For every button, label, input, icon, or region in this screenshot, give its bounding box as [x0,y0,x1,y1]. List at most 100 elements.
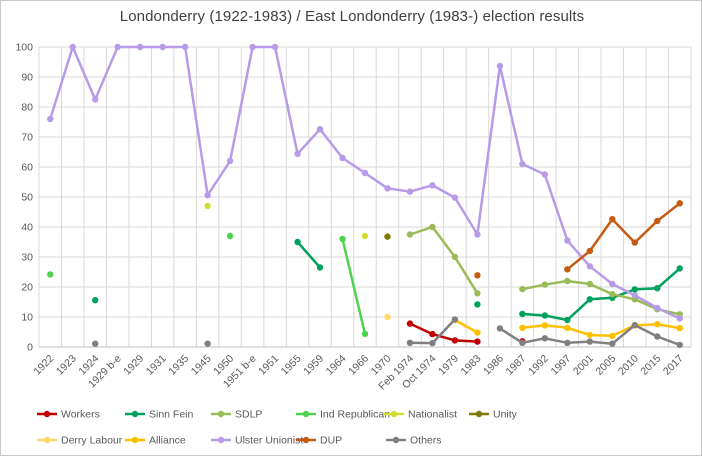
legend-marker-dot [43,436,51,444]
legend-marker-dot [390,410,398,418]
data-point-marker [204,202,211,210]
legend-item-ulster-unionist: Ulster Unionist [211,435,303,447]
series-ulster-unionist [47,43,683,322]
legend-label: Ind Republican [320,409,390,421]
chart-title: Londonderry (1922-1983) / East Londonder… [119,8,585,25]
x-axis-tick-label: 1922 [31,353,56,378]
legend-label: Others [410,435,442,447]
data-point-marker [541,171,549,178]
data-point-marker [564,277,571,285]
x-axis-tick-label: 1929 [121,353,146,378]
data-point-marker [631,321,638,329]
series-line [408,225,479,295]
data-point-marker [654,321,661,328]
data-point-marker [451,316,459,323]
x-axis-tick-label: 1923 [54,353,79,378]
series-line [408,322,479,343]
x-axis-tick-label: 2015 [638,353,663,378]
legend-label: Ulster Unionist [235,435,303,447]
data-point-marker [564,237,571,244]
series-line [296,240,322,269]
series-ind-republican [47,232,369,337]
legend-item-unity: Unity [469,409,518,421]
series-line [521,279,682,316]
legend-label: Nationalist [408,409,457,421]
data-point-marker [361,330,369,337]
data-point-marker [69,43,76,51]
data-point-marker [654,333,661,340]
data-point-marker [519,324,526,331]
data-point-marker [294,238,301,246]
data-point-marker [564,316,571,324]
legend-marker-dot [302,436,310,444]
data-point-marker [654,285,661,292]
legend-marker-dot [43,410,51,418]
x-axis-tick-label: 1983 [459,353,484,378]
data-point-marker [519,310,526,318]
data-point-marker [406,339,414,346]
x-axis-tick-label: 2010 [616,353,641,378]
data-point-marker [384,185,391,192]
data-point-marker [676,341,683,349]
x-axis-tick-label: 1966 [346,353,371,378]
legend-item-derry-labour: Derry Labour [37,435,123,447]
data-point-marker [519,339,526,346]
legend-item-sinn-fein: Sinn Fein [125,409,194,421]
series-others [92,316,683,349]
y-axis-tick-label: 100 [15,42,33,54]
data-point-marker [519,285,526,293]
data-point-marker [361,169,369,177]
data-point-marker [361,232,369,240]
data-point-marker [429,182,436,189]
x-axis-tick-label: 1987 [503,353,528,378]
x-axis-tick-label: 2001 [571,353,596,378]
series-line [521,322,682,338]
data-point-marker [541,281,549,288]
data-point-marker [541,322,549,329]
x-axis-tick-label: 1986 [481,353,506,378]
legend-marker-dot [217,410,225,418]
series-line [453,318,479,334]
data-point-marker [586,331,594,339]
data-point-marker [586,247,594,255]
legend-item-sdlp: SDLP [211,409,262,421]
data-point-marker [384,233,391,240]
data-point-marker [92,340,99,347]
data-point-marker [654,217,661,225]
x-axis-tick-label: 1931 [144,353,169,378]
data-point-marker [586,263,594,270]
x-axis-tick-label: 1992 [526,353,551,378]
data-point-marker [316,264,324,271]
legend-marker-dot [131,410,139,418]
series-unity [384,233,391,240]
data-point-marker [271,43,279,51]
x-axis-tick-label: 1959 [301,353,326,378]
data-point-marker [474,301,481,308]
data-point-marker [474,290,481,297]
legend: Workers Sinn Fein SDLP Ind Republican Nation… [37,409,518,447]
y-axis-tick-label: 0 [27,342,33,354]
data-point-marker [676,265,683,272]
data-point-marker [631,292,638,299]
series-nationalist [204,202,369,240]
legend-marker-dot [392,436,400,444]
data-point-marker [406,320,414,327]
legend-marker-dot [131,436,139,444]
series-sinn-fein [92,238,683,324]
legend-item-nationalist: Nationalist [384,409,457,421]
data-point-marker [204,340,211,347]
data-point-marker [451,194,459,201]
data-point-marker [564,266,571,273]
y-axis-tick-label: 50 [21,192,33,204]
legend-label: DUP [320,435,342,447]
legend-marker-dot [475,410,483,418]
y-axis-tick-label: 10 [21,312,33,324]
data-point-marker [294,150,301,157]
data-point-marker [609,280,616,288]
y-axis-tick-label: 30 [21,252,33,264]
legend-marker-dot [302,410,310,418]
data-point-marker [47,271,54,278]
data-point-marker [609,291,616,298]
